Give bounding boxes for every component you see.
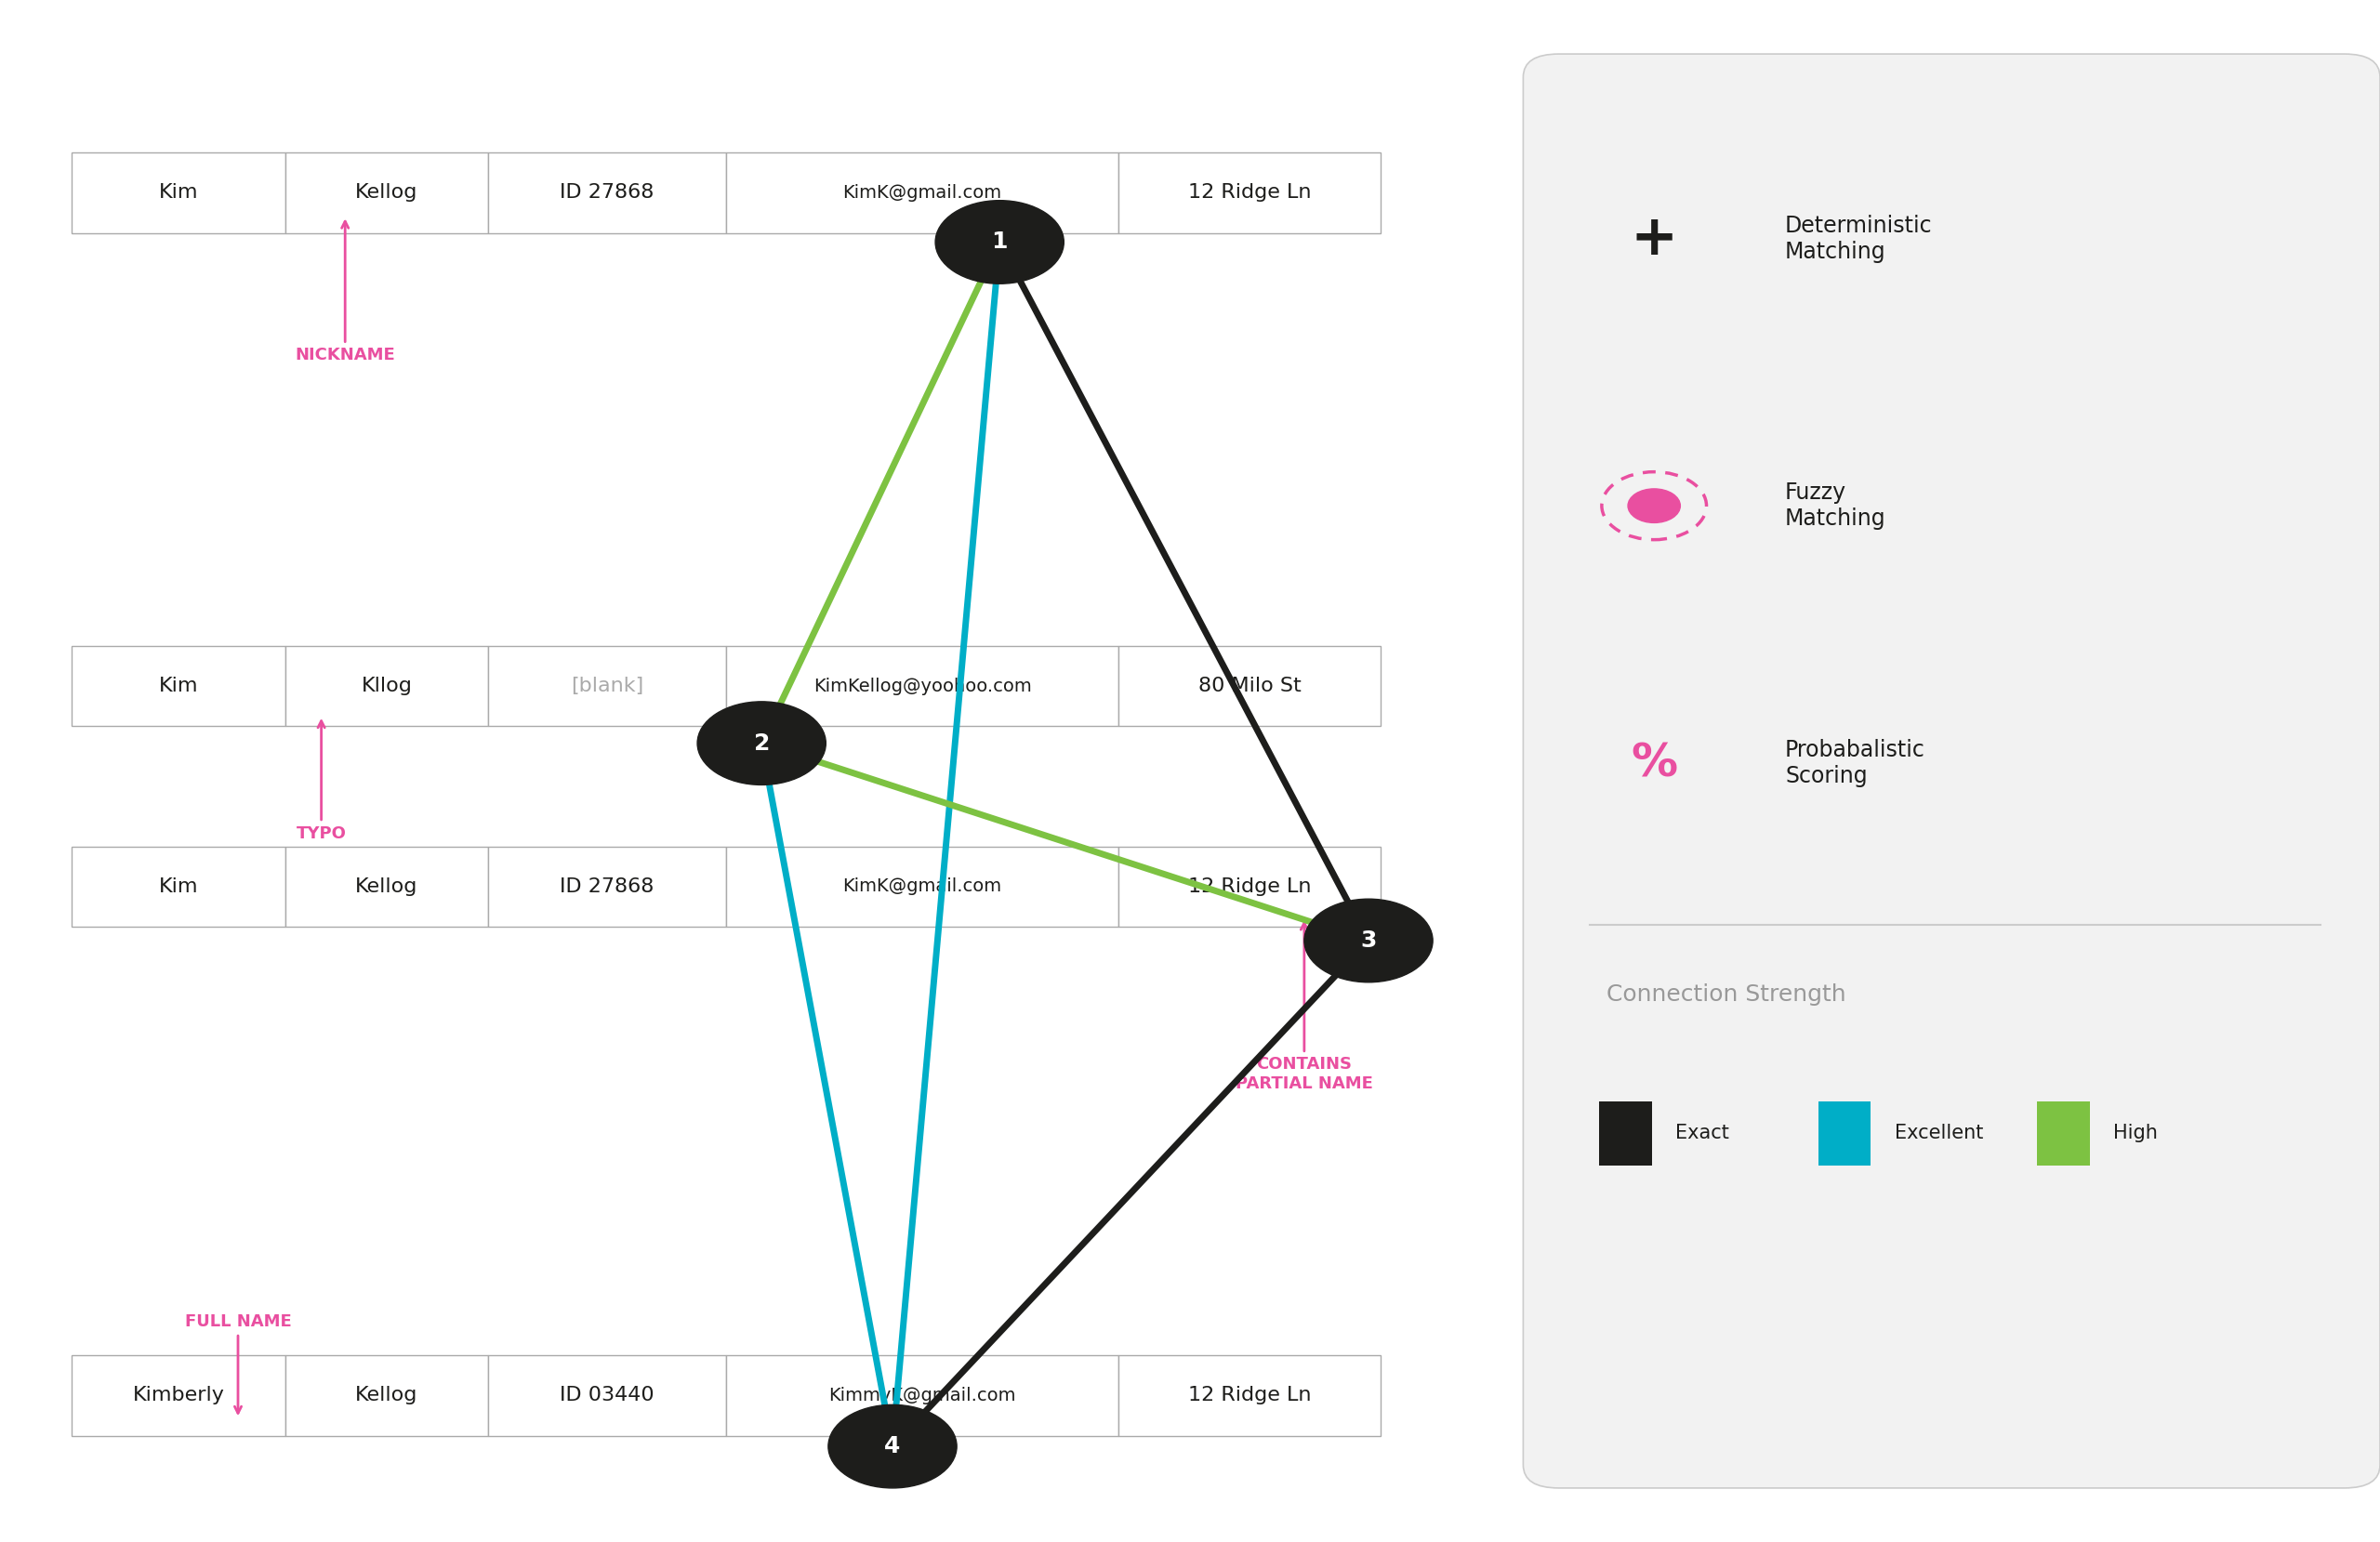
Text: 12 Ridge Ln: 12 Ridge Ln [1188, 183, 1311, 202]
Text: 3: 3 [1361, 930, 1376, 951]
Text: Fuzzy
Matching: Fuzzy Matching [1785, 481, 1885, 530]
FancyBboxPatch shape [726, 847, 1119, 927]
FancyBboxPatch shape [488, 153, 726, 233]
FancyBboxPatch shape [286, 646, 488, 726]
FancyBboxPatch shape [726, 1355, 1119, 1436]
Text: ID 03440: ID 03440 [559, 1386, 654, 1405]
Circle shape [828, 1405, 957, 1488]
Circle shape [1304, 899, 1433, 982]
Text: Connection Strength: Connection Strength [1606, 984, 1847, 1005]
FancyBboxPatch shape [1119, 1355, 1380, 1436]
Text: Kimberly: Kimberly [133, 1386, 224, 1405]
Text: 4: 4 [885, 1436, 900, 1457]
Circle shape [935, 200, 1064, 284]
Text: KimmyK@gmail.com: KimmyK@gmail.com [828, 1386, 1016, 1405]
FancyBboxPatch shape [1119, 153, 1380, 233]
Text: Probabalistic
Scoring: Probabalistic Scoring [1785, 739, 1925, 788]
Text: Kllog: Kllog [362, 677, 412, 695]
Text: %: % [1630, 742, 1678, 785]
FancyBboxPatch shape [71, 646, 286, 726]
FancyBboxPatch shape [286, 1355, 488, 1436]
Text: NICKNAME: NICKNAME [295, 222, 395, 364]
Text: ID 27868: ID 27868 [559, 877, 654, 896]
FancyBboxPatch shape [1818, 1101, 1871, 1166]
Text: TYPO: TYPO [295, 722, 347, 842]
Text: 80 Milo St: 80 Milo St [1197, 677, 1302, 695]
Text: Kellog: Kellog [355, 877, 419, 896]
Text: 12 Ridge Ln: 12 Ridge Ln [1188, 1386, 1311, 1405]
FancyBboxPatch shape [2037, 1101, 2090, 1166]
FancyBboxPatch shape [286, 153, 488, 233]
FancyBboxPatch shape [1119, 646, 1380, 726]
Text: 2: 2 [754, 732, 769, 754]
Text: Kellog: Kellog [355, 1386, 419, 1405]
FancyBboxPatch shape [71, 153, 286, 233]
Text: Exact: Exact [1676, 1124, 1730, 1143]
Text: KimK@gmail.com: KimK@gmail.com [843, 183, 1002, 202]
Text: 12 Ridge Ln: 12 Ridge Ln [1188, 877, 1311, 896]
FancyBboxPatch shape [286, 847, 488, 927]
Text: +: + [1630, 211, 1678, 267]
FancyBboxPatch shape [726, 646, 1119, 726]
FancyBboxPatch shape [726, 153, 1119, 233]
Text: CONTAINS
PARTIAL NAME: CONTAINS PARTIAL NAME [1235, 924, 1373, 1092]
Circle shape [1628, 489, 1680, 523]
Text: 1: 1 [992, 231, 1007, 253]
FancyBboxPatch shape [488, 847, 726, 927]
FancyBboxPatch shape [1599, 1101, 1652, 1166]
FancyBboxPatch shape [1523, 54, 2380, 1488]
Text: Kim: Kim [159, 877, 198, 896]
FancyBboxPatch shape [488, 646, 726, 726]
Text: Kellog: Kellog [355, 183, 419, 202]
Text: High: High [2113, 1124, 2159, 1143]
Text: Kim: Kim [159, 183, 198, 202]
Text: KimKellog@yoohoo.com: KimKellog@yoohoo.com [814, 677, 1031, 695]
Text: KimK@gmail.com: KimK@gmail.com [843, 877, 1002, 896]
FancyBboxPatch shape [1119, 847, 1380, 927]
Text: Deterministic
Matching: Deterministic Matching [1785, 214, 1933, 264]
FancyBboxPatch shape [488, 1355, 726, 1436]
Text: Excellent: Excellent [1894, 1124, 1983, 1143]
FancyBboxPatch shape [71, 847, 286, 927]
FancyBboxPatch shape [71, 1355, 286, 1436]
Circle shape [697, 702, 826, 785]
Text: FULL NAME: FULL NAME [186, 1314, 290, 1412]
Text: [blank]: [blank] [571, 677, 643, 695]
Text: Kim: Kim [159, 677, 198, 695]
Text: ID 27868: ID 27868 [559, 183, 654, 202]
